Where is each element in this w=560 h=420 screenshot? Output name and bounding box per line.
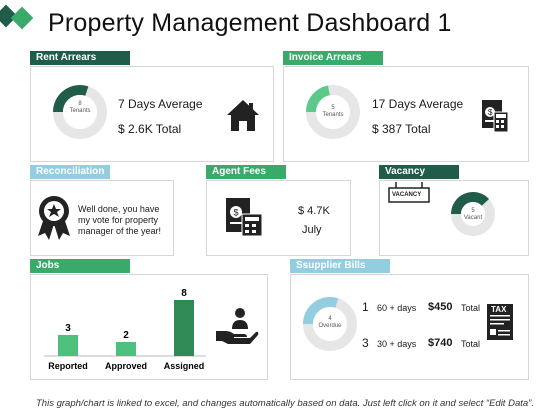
donut-hole	[313, 307, 347, 341]
hand-person-icon	[216, 308, 259, 344]
supplier-bills-donut-number: 4	[328, 316, 332, 322]
supplier-row-amount: $450	[428, 301, 453, 313]
house-icon	[227, 100, 259, 131]
invoice-arrears-header: Invoice Arrears	[283, 51, 383, 65]
invoice-arrears-average: 17 Days Average	[372, 97, 464, 111]
invoice-calculator-icon: $	[482, 100, 509, 133]
supplier-row-count: 3	[362, 336, 369, 350]
reconciliation-header: Reconciliation	[30, 165, 110, 179]
invoice-arrears-total: $ 387 Total	[372, 122, 431, 136]
jobs-category-label: Approved	[105, 361, 147, 371]
agent-fees-amount: $ 4.7K	[298, 205, 330, 217]
jobs-bar-chart: 3 Reported 2 Approved 8 Assigned	[44, 288, 206, 371]
jobs-category-label: Assigned	[164, 361, 205, 371]
jobs-bar-approved	[116, 342, 136, 356]
vacancy-header: Vacancy	[379, 165, 459, 179]
rent-arrears-total: $ 2.6K Total	[118, 122, 182, 136]
supplier-row-suffix: Total	[461, 303, 481, 313]
invoice-arrears-donut-unit: Tenants	[322, 112, 344, 118]
supplier-bills-header: Ssupplier Bills	[290, 259, 390, 273]
rent-arrears-header: Rent Arrears	[30, 51, 130, 65]
rent-arrears-donut-number: 8	[78, 101, 82, 107]
donut-arc	[53, 85, 89, 113]
jobs-value-label: 2	[123, 330, 129, 341]
donut-arc	[303, 297, 339, 325]
invoice-arrears-donut	[306, 85, 360, 139]
agent-fees-header: Agent Fees	[206, 165, 286, 179]
vacancy-donut-number: 5	[471, 208, 475, 214]
agent-fees-month: July	[302, 224, 322, 236]
vacancy-sign-text: VACANCY	[392, 192, 422, 198]
donut-hole	[63, 95, 97, 129]
reconciliation-message-line2: my vote for property	[78, 215, 159, 225]
supplier-row-days: 60 + days	[377, 303, 417, 313]
page-title: Property Management Dashboard 1	[48, 9, 452, 37]
vacancy-donut	[451, 192, 495, 236]
jobs-bar-reported	[58, 335, 78, 356]
footer-note: This graph/chart is linked to excel, and…	[36, 398, 534, 409]
agent-fees-invoice-icon: $	[226, 198, 263, 237]
donut-arc	[306, 85, 331, 113]
supplier-row-count: 1	[362, 300, 369, 314]
reconciliation-message-line3: manager of the year!	[78, 226, 162, 236]
vacancy-sign-icon	[388, 182, 430, 203]
tax-label: TAX	[491, 305, 507, 314]
award-ribbon-icon	[38, 196, 70, 240]
rent-arrears-donut-unit: Tenants	[69, 108, 91, 114]
reconciliation-message-line1: Well done, you have	[78, 204, 160, 214]
svg-text:$: $	[488, 108, 493, 117]
supplier-bills-donut-unit: Overdue	[318, 323, 342, 329]
supplier-row-suffix: Total	[461, 339, 481, 349]
supplier-row-amount: $740	[428, 337, 453, 349]
donut-hole	[316, 95, 350, 129]
svg-text:$: $	[234, 208, 239, 218]
vacancy-donut-unit: Vacant	[463, 215, 483, 221]
jobs-bar-assigned	[174, 300, 194, 356]
donut-arc	[451, 192, 490, 215]
tax-document-icon	[487, 304, 513, 340]
jobs-value-label: 3	[65, 323, 71, 334]
logo-diamonds-icon	[0, 4, 34, 30]
jobs-value-label: 8	[181, 288, 187, 299]
rent-arrears-average: 7 Days Average	[118, 97, 203, 111]
rent-arrears-donut	[53, 85, 107, 139]
supplier-bills-donut	[303, 297, 357, 351]
supplier-row-days: 30 + days	[377, 339, 417, 349]
jobs-category-label: Reported	[48, 361, 88, 371]
invoice-arrears-donut-number: 5	[331, 105, 335, 111]
jobs-header: Jobs	[30, 259, 130, 273]
jobs-card	[30, 274, 268, 380]
donut-hole	[461, 202, 485, 226]
